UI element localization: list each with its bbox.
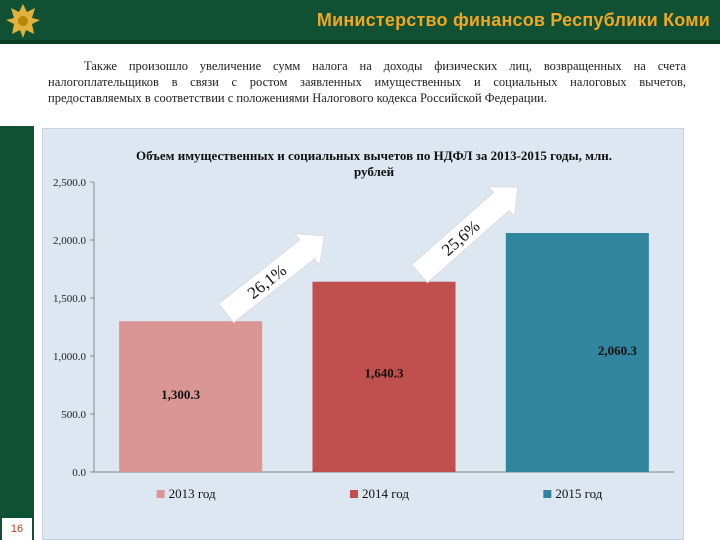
growth-arrow bbox=[410, 186, 519, 284]
bar-2 bbox=[312, 281, 456, 472]
bar-1 bbox=[119, 321, 263, 472]
growth-arrow bbox=[218, 233, 326, 324]
header-band bbox=[0, 40, 720, 44]
legend-label: 2013 год bbox=[169, 486, 216, 501]
y-tick-label: 1,500.0 bbox=[53, 293, 87, 305]
y-tick-label: 1,000.0 bbox=[53, 351, 87, 363]
bar-chart: 0.0 500.0 1,000.0 1,500.0 2,000.0 2,500.0 1,30… bbox=[53, 177, 674, 501]
data-label: 2,060.3 bbox=[598, 343, 638, 358]
y-tick-label: 500.0 bbox=[61, 409, 86, 421]
y-tick-label: 2,500.0 bbox=[53, 177, 87, 189]
data-label: 1,640.3 bbox=[365, 366, 405, 381]
legend-swatch bbox=[350, 490, 358, 498]
intro-paragraph: Также произошло увеличение сумм налога н… bbox=[48, 59, 686, 105]
data-label: 1,300.3 bbox=[161, 387, 201, 402]
y-tick-label: 2,000.0 bbox=[53, 235, 87, 247]
legend-label: 2014 год bbox=[362, 486, 409, 501]
bar-3 bbox=[505, 233, 649, 472]
chart-container: 0.0 500.0 1,000.0 1,500.0 2,000.0 2,500.0 1,30… bbox=[34, 126, 686, 540]
legend-swatch bbox=[543, 490, 552, 498]
y-tick-label: 0.0 bbox=[72, 467, 86, 479]
page-number: 16 bbox=[2, 518, 32, 540]
komi-emblem-icon bbox=[6, 4, 40, 38]
legend-label: 2015 год bbox=[555, 486, 602, 501]
header-bar: Министерство финансов Республики Коми bbox=[0, 0, 720, 44]
chart-title: Объем имущественных и социальных вычетов… bbox=[135, 148, 613, 179]
org-title: Министерство финансов Республики Коми bbox=[316, 10, 710, 30]
legend-swatch bbox=[156, 490, 165, 498]
left-strip bbox=[0, 126, 34, 540]
